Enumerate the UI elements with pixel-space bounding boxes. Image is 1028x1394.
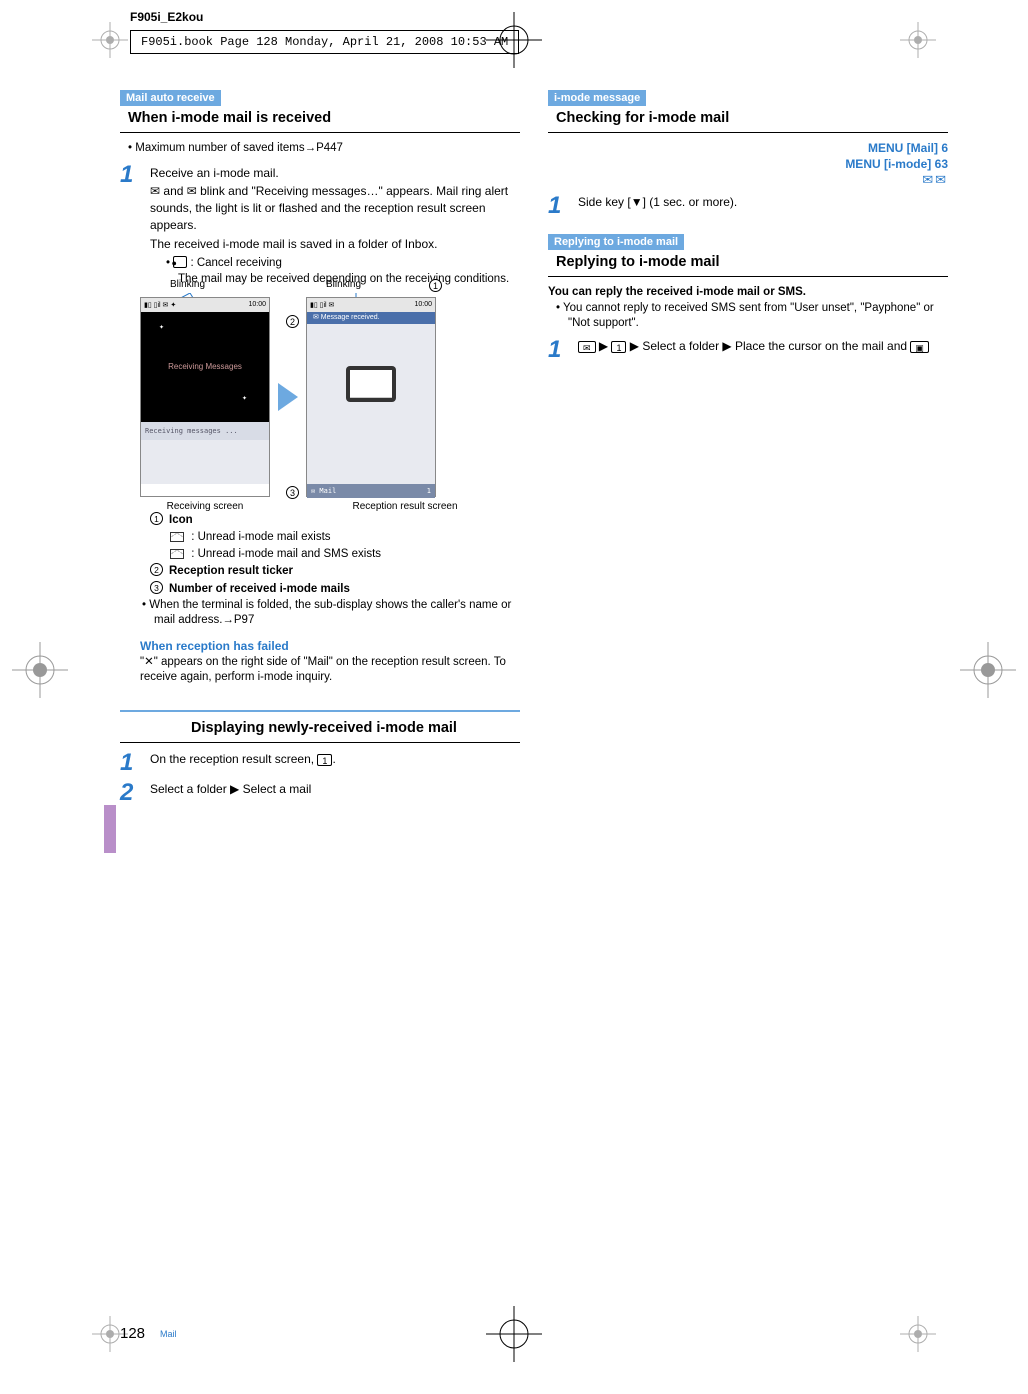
right-column: i-mode message Checking for i-mode mail …: [548, 90, 948, 807]
section-title: Checking for i-mode mail: [548, 106, 948, 133]
registration-mark-icon: [10, 640, 70, 700]
step: 1 Receive an i-mode mail. ✉ and ✉ blink …: [120, 163, 520, 287]
step-body: Receive an i-mode mail. ✉ and ✉ blink an…: [150, 163, 520, 287]
section-title: Displaying newly-received i-mode mail: [120, 710, 520, 743]
section-tag: i-mode message: [548, 90, 646, 106]
step-text: Receive an i-mode mail.: [150, 165, 520, 182]
menu-path: MENU [Mail] 6: [548, 141, 948, 157]
mail-icons: ✉✉: [548, 172, 948, 188]
registration-mark-icon: [484, 1304, 544, 1364]
legend-text: : Unread i-mode mail exists: [188, 531, 331, 543]
step-text: On the reception result screen,: [150, 752, 317, 766]
registration-mark-icon: [898, 1314, 938, 1354]
step-number: 2: [120, 781, 140, 805]
step-text: The received i-mode mail is saved in a f…: [150, 236, 520, 253]
side-tab-icon: [104, 805, 116, 853]
status-line: Receiving messages ...: [141, 422, 269, 440]
bottom-bar-label: ✉ Mail: [311, 484, 336, 498]
envelope-icon: [346, 366, 396, 402]
section-tag: Mail auto receive: [120, 90, 221, 106]
bold-text: You can reply the received i-mode mail o…: [548, 285, 948, 301]
key-icon: ●: [173, 256, 187, 268]
callout-icon: 3: [286, 486, 299, 499]
caption-row: Receiving screen Reception result screen: [140, 501, 520, 512]
bullet-text: When the terminal is folded, the sub-dis…: [134, 598, 520, 629]
section-tag: Replying to i-mode mail: [548, 234, 684, 250]
clock-label: 10:00: [414, 301, 432, 308]
menu-path: MENU [i-mode] 63: [548, 157, 948, 173]
legend-text: : Unread i-mode mail and SMS exists: [188, 548, 381, 560]
legend-label: Icon: [169, 512, 193, 529]
sub-bullet: ● : Cancel receiving: [150, 255, 520, 271]
callout-ref-icon: 2: [150, 563, 163, 576]
screenshot-figure: Blinking ▮▯ ▯il ✉ ✦10:00 Receiving Messa…: [140, 297, 520, 497]
step-text: ▶: [596, 339, 612, 353]
step-text: Select a folder ▶ Select a mail: [150, 781, 520, 805]
blinking-label: Blinking: [170, 279, 205, 290]
envelope-sms-icon: [170, 549, 184, 559]
step-number: 1: [120, 163, 140, 287]
step: 1 On the reception result screen, 1.: [120, 751, 520, 775]
paragraph: "✕" appears on the right side of "Mail" …: [140, 655, 520, 686]
callout-icon: 2: [286, 315, 299, 328]
callout-ref-icon: 3: [150, 581, 163, 594]
callout-icon: 1: [429, 279, 442, 292]
step-text: ▶ Select a folder ▶ Place the cursor on …: [626, 339, 910, 353]
page-section-label: Mail: [160, 1329, 177, 1339]
caption: Receiving screen: [140, 501, 270, 512]
step: 2 Select a folder ▶ Select a mail: [120, 781, 520, 805]
content-columns: Mail auto receive When i-mode mail is re…: [120, 90, 948, 807]
step-body: On the reception result screen, 1.: [150, 751, 520, 775]
key-icon: ▣: [910, 341, 929, 353]
receiving-screen: Blinking ▮▯ ▯il ✉ ✦10:00 Receiving Messa…: [140, 297, 270, 497]
caption: Reception result screen: [330, 501, 480, 512]
bottom-bar-count: 1: [427, 484, 431, 498]
page-number: 128: [120, 1325, 145, 1342]
section-title: When i-mode mail is received: [120, 106, 520, 133]
step-body: ✉ ▶ 1 ▶ Select a folder ▶ Place the curs…: [578, 338, 948, 362]
bullet-text: Maximum number of saved items→P447: [120, 141, 520, 157]
page: F905i_E2kou F905i.book Page 128 Monday, …: [0, 0, 1028, 1394]
sub-bullet-text: : Cancel receiving: [190, 257, 281, 269]
key-icon: 1: [611, 341, 626, 353]
section-title: Replying to i-mode mail: [548, 250, 948, 277]
registration-mark-icon: [898, 20, 938, 60]
legend: 1 Icon : Unread i-mode mail exists : Unre…: [150, 512, 520, 598]
ticker-text: ✉ Message received.: [307, 312, 435, 324]
registration-mark-icon: [90, 20, 130, 60]
result-screen: Blinking 1 2 3 ▮▯ ▯il ✉10:00 ✉ Message r…: [306, 297, 436, 497]
arrow-right-icon: [278, 383, 298, 411]
step-text: ✉ and ✉ blink and "Receiving messages…" …: [150, 183, 520, 233]
step-number: 1: [548, 338, 568, 362]
envelope-icon: [170, 532, 184, 542]
callout-ref-icon: 1: [150, 512, 163, 525]
step-text: Side key [▼] (1 sec. or more).: [578, 194, 948, 218]
page-meta: F905i.book Page 128 Monday, April 21, 20…: [130, 30, 519, 54]
document-id: F905i_E2kou: [130, 10, 203, 24]
legend-label: Reception result ticker: [169, 563, 293, 580]
registration-mark-icon: [958, 640, 1018, 700]
blinking-label: Blinking: [326, 279, 361, 290]
left-column: Mail auto receive When i-mode mail is re…: [120, 90, 520, 807]
bullet-text: You cannot reply to received SMS sent fr…: [548, 301, 948, 332]
receiving-label: Receiving Messages: [168, 362, 242, 371]
key-icon: 1: [317, 754, 332, 766]
step-number: 1: [120, 751, 140, 775]
mail-key-icon: ✉: [578, 341, 596, 353]
clock-label: 10:00: [248, 301, 266, 308]
step: 1 Side key [▼] (1 sec. or more).: [548, 194, 948, 218]
step-number: 1: [548, 194, 568, 218]
legend-label: Number of received i-mode mails: [169, 581, 350, 598]
step: 1 ✉ ▶ 1 ▶ Select a folder ▶ Place the cu…: [548, 338, 948, 362]
subheading: When reception has failed: [140, 639, 520, 653]
